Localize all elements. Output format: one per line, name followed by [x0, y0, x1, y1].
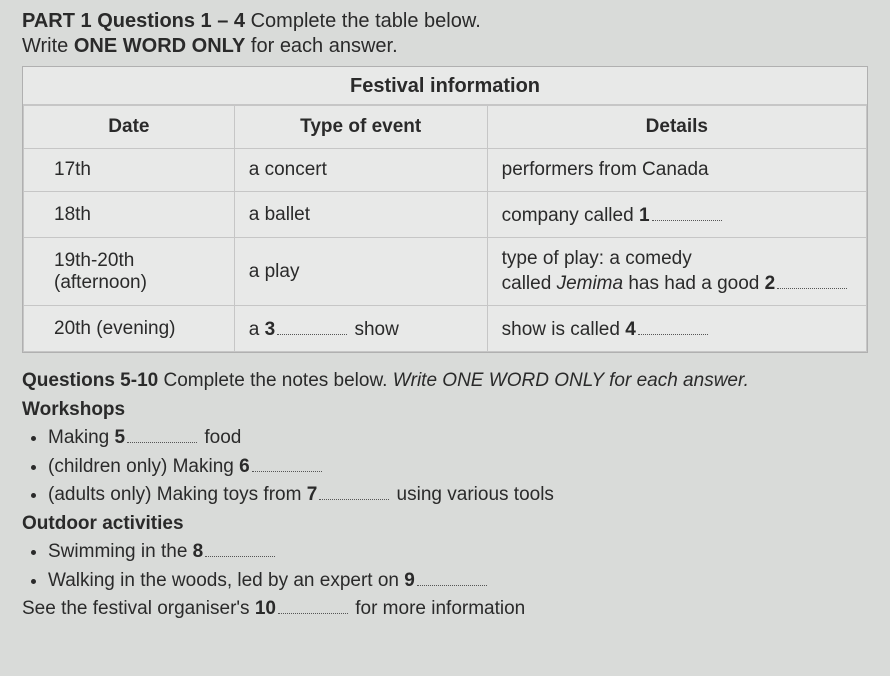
- question-range: Questions 1 – 4: [97, 10, 245, 32]
- blank-number: 10: [255, 598, 276, 619]
- event-prefix: a: [249, 319, 265, 340]
- detail-line2a: called: [502, 273, 557, 294]
- answer-blank-5[interactable]: [127, 424, 197, 443]
- detail-line2b: has had a good: [623, 273, 765, 294]
- col-date: Date: [24, 106, 235, 149]
- detail-text: company called: [502, 205, 639, 226]
- answer-blank-1[interactable]: [652, 202, 722, 221]
- blank-number: 5: [115, 427, 126, 448]
- detail-line1: type of play: a comedy: [502, 248, 692, 269]
- blank-number: 4: [625, 319, 636, 340]
- answer-blank-8[interactable]: [205, 538, 275, 557]
- list-item: Making 5 food: [48, 424, 868, 453]
- cell-date: 19th-20th (afternoon): [24, 238, 235, 306]
- cell-detail: performers from Canada: [487, 149, 866, 192]
- table-row: 20th (evening) a 3 show show is called 4: [24, 306, 867, 352]
- list-item: Swimming in the 8: [48, 538, 868, 567]
- cell-date: 17th: [24, 149, 235, 192]
- cell-event: a 3 show: [234, 306, 487, 352]
- answer-blank-9[interactable]: [417, 567, 487, 586]
- cell-date: 20th (evening): [24, 306, 235, 352]
- list-item: (adults only) Making toys from 7 using v…: [48, 481, 868, 510]
- event-suffix: show: [349, 319, 399, 340]
- blank-number: 3: [265, 319, 276, 340]
- blank-number: 9: [404, 570, 415, 591]
- blank-number: 6: [239, 456, 250, 477]
- table-row: 17th a concert performers from Canada: [24, 149, 867, 192]
- detail-text: show is called: [502, 319, 626, 340]
- col-details: Details: [487, 106, 866, 149]
- instruction-1: Complete the table below.: [245, 10, 481, 32]
- footer-text: See the festival organiser's: [22, 598, 255, 619]
- list-item: (children only) Making 6: [48, 453, 868, 482]
- cell-detail: type of play: a comedy called Jemima has…: [487, 238, 866, 306]
- footer-text: for more information: [350, 598, 525, 619]
- outdoor-list: Swimming in the 8 Walking in the woods, …: [30, 538, 868, 595]
- item-text: Swimming in the: [48, 541, 193, 562]
- blank-number: 7: [307, 484, 318, 505]
- item-text: (children only) Making: [48, 456, 239, 477]
- item-text: Walking in the woods, led by an expert o…: [48, 570, 404, 591]
- item-text: food: [199, 427, 241, 448]
- play-title: Jemima: [557, 273, 624, 294]
- notes-qrange: Questions 5-10: [22, 370, 158, 391]
- col-event: Type of event: [234, 106, 487, 149]
- blank-number: 8: [193, 541, 204, 562]
- answer-blank-7[interactable]: [319, 481, 389, 500]
- item-text: using various tools: [391, 484, 554, 505]
- workshops-list: Making 5 food (children only) Making 6 (…: [30, 424, 868, 510]
- answer-blank-3[interactable]: [277, 316, 347, 335]
- section-outdoor: Outdoor activities: [22, 510, 868, 539]
- item-text: Making: [48, 427, 115, 448]
- notes-instr: Complete the notes below.: [158, 370, 392, 391]
- worksheet-page: PART 1 Questions 1 – 4 Complete the tabl…: [0, 0, 890, 634]
- table-row: 18th a ballet company called 1: [24, 192, 867, 238]
- answer-blank-2[interactable]: [777, 270, 847, 289]
- table-row: 19th-20th (afternoon) a play type of pla…: [24, 238, 867, 306]
- festival-table: Date Type of event Details 17th a concer…: [23, 105, 867, 352]
- item-text: (adults only) Making toys from: [48, 484, 307, 505]
- answer-blank-4[interactable]: [638, 316, 708, 335]
- notes-footer: See the festival organiser's 10 for more…: [22, 595, 868, 624]
- notes-section: Questions 5-10 Complete the notes below.…: [22, 367, 868, 624]
- header-line-1: PART 1 Questions 1 – 4 Complete the tabl…: [22, 10, 868, 33]
- header-line-2: Write ONE WORD ONLY for each answer.: [22, 35, 868, 58]
- section-workshops: Workshops: [22, 396, 868, 425]
- table-title: Festival information: [23, 67, 867, 105]
- answer-blank-10[interactable]: [278, 595, 348, 614]
- cell-event: a ballet: [234, 192, 487, 238]
- instruction-2b: ONE WORD ONLY: [74, 35, 246, 57]
- notes-instr-italic: Write ONE WORD ONLY for each answer.: [393, 370, 749, 391]
- notes-header: Questions 5-10 Complete the notes below.…: [22, 367, 868, 396]
- cell-event: a concert: [234, 149, 487, 192]
- festival-table-wrap: Festival information Date Type of event …: [22, 66, 868, 353]
- cell-detail: show is called 4: [487, 306, 866, 352]
- blank-number: 2: [765, 273, 776, 294]
- list-item: Walking in the woods, led by an expert o…: [48, 567, 868, 596]
- cell-event: a play: [234, 238, 487, 306]
- answer-blank-6[interactable]: [252, 453, 322, 472]
- cell-date: 18th: [24, 192, 235, 238]
- instruction-2c: for each answer.: [245, 35, 397, 57]
- table-header-row: Date Type of event Details: [24, 106, 867, 149]
- blank-number: 1: [639, 205, 650, 226]
- instruction-2a: Write: [22, 35, 74, 57]
- part-label: PART 1: [22, 10, 92, 32]
- cell-detail: company called 1: [487, 192, 866, 238]
